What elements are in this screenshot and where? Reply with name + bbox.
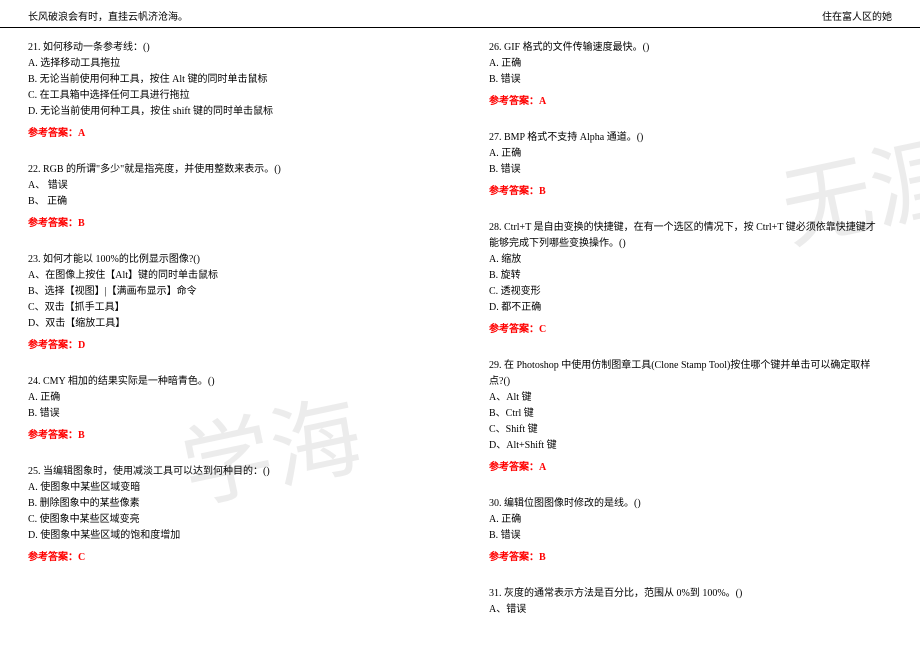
question-option: A、在图像上按住【Alt】键的同时单击鼠标 [28,268,444,284]
question-29: 29. 在 Photoshop 中使用仿制图章工具(Clone Stamp To… [489,358,880,476]
question-stem: 27. BMP 格式不支持 Alpha 通道。() [489,130,880,146]
question-option: D. 都不正确 [489,300,880,316]
question-22: 22. RGB 的所谓"多少"就是指亮度，并使用整数来表示。()A、 错误B、 … [28,162,444,232]
header-left: 长风破浪会有时，直挂云帆济沧海。 [28,8,188,23]
question-option: B. 无论当前使用何种工具，按住 Alt 键的同时单击鼠标 [28,72,444,88]
question-23: 23. 如何才能以 100%的比例显示图像?()A、在图像上按住【Alt】键的同… [28,252,444,354]
question-option: B、选择【视图】|【满画布显示】命令 [28,284,444,300]
question-30: 30. 编辑位图图像时修改的是线。()A. 正确B. 错误参考答案：B [489,496,880,566]
question-option: B. 错误 [489,162,880,178]
question-option: A. 正确 [28,390,444,406]
question-option: B. 错误 [489,528,880,544]
question-option: D、Alt+Shift 键 [489,438,880,454]
question-option: A. 缩放 [489,252,880,268]
left-column: 21. 如何移动一条参考线：()A. 选择移动工具拖拉B. 无论当前使用何种工具… [28,40,464,638]
question-stem: 29. 在 Photoshop 中使用仿制图章工具(Clone Stamp To… [489,358,880,390]
header-right: 住在富人区的她 [822,8,892,23]
question-26: 26. GIF 格式的文件传输速度最快。()A. 正确B. 错误参考答案：A [489,40,880,110]
question-option: A. 选择移动工具拖拉 [28,56,444,72]
question-stem: 31. 灰度的通常表示方法是百分比，范围从 0%到 100%。() [489,586,880,602]
question-option: C、Shift 键 [489,422,880,438]
question-option: D、双击【缩放工具】 [28,316,444,332]
question-option: B、Ctrl 键 [489,406,880,422]
question-option: C. 使图象中某些区域变亮 [28,512,444,528]
question-answer: 参考答案：B [489,550,880,566]
question-option: D. 使图象中某些区域的饱和度增加 [28,528,444,544]
question-stem: 21. 如何移动一条参考线：() [28,40,444,56]
question-option: B. 删除图象中的某些像素 [28,496,444,512]
question-answer: 参考答案：B [489,184,880,200]
question-27: 27. BMP 格式不支持 Alpha 通道。()A. 正确B. 错误参考答案：… [489,130,880,200]
question-stem: 30. 编辑位图图像时修改的是线。() [489,496,880,512]
question-31: 31. 灰度的通常表示方法是百分比，范围从 0%到 100%。()A、错误 [489,586,880,618]
question-answer: 参考答案：B [28,216,444,232]
question-28: 28. Ctrl+T 是自由变换的快捷键，在有一个选区的情况下，按 Ctrl+T… [489,220,880,338]
question-answer: 参考答案：A [28,126,444,142]
question-option: A. 正确 [489,512,880,528]
question-option: A. 使图象中某些区域变暗 [28,480,444,496]
question-21: 21. 如何移动一条参考线：()A. 选择移动工具拖拉B. 无论当前使用何种工具… [28,40,444,142]
question-24: 24. CMY 相加的结果实际是一种暗青色。()A. 正确B. 错误参考答案：B [28,374,444,444]
question-option: B. 错误 [489,72,880,88]
question-option: B. 错误 [28,406,444,422]
question-option: A、错误 [489,602,880,618]
right-column: 26. GIF 格式的文件传输速度最快。()A. 正确B. 错误参考答案：A27… [464,40,900,638]
question-option: B、 正确 [28,194,444,210]
question-stem: 25. 当编辑图象时，使用减淡工具可以达到何种目的：() [28,464,444,480]
question-option: A、 错误 [28,178,444,194]
question-answer: 参考答案：A [489,94,880,110]
question-stem: 22. RGB 的所谓"多少"就是指亮度，并使用整数来表示。() [28,162,444,178]
question-answer: 参考答案：C [28,550,444,566]
page-header: 长风破浪会有时，直挂云帆济沧海。 住在富人区的她 [0,0,920,28]
question-stem: 28. Ctrl+T 是自由变换的快捷键，在有一个选区的情况下，按 Ctrl+T… [489,220,880,252]
question-stem: 23. 如何才能以 100%的比例显示图像?() [28,252,444,268]
question-option: C. 透视变形 [489,284,880,300]
question-option: D. 无论当前使用何种工具，按住 shift 键的同时单击鼠标 [28,104,444,120]
question-answer: 参考答案：B [28,428,444,444]
question-option: C、双击【抓手工具】 [28,300,444,316]
question-answer: 参考答案：D [28,338,444,354]
question-stem: 24. CMY 相加的结果实际是一种暗青色。() [28,374,444,390]
question-option: C. 在工具箱中选择任何工具进行拖拉 [28,88,444,104]
question-answer: 参考答案：C [489,322,880,338]
question-option: B. 旋转 [489,268,880,284]
content-area: 21. 如何移动一条参考线：()A. 选择移动工具拖拉B. 无论当前使用何种工具… [0,28,920,638]
question-stem: 26. GIF 格式的文件传输速度最快。() [489,40,880,56]
question-answer: 参考答案：A [489,460,880,476]
question-25: 25. 当编辑图象时，使用减淡工具可以达到何种目的：()A. 使图象中某些区域变… [28,464,444,566]
question-option: A. 正确 [489,56,880,72]
question-option: A、Alt 键 [489,390,880,406]
question-option: A. 正确 [489,146,880,162]
